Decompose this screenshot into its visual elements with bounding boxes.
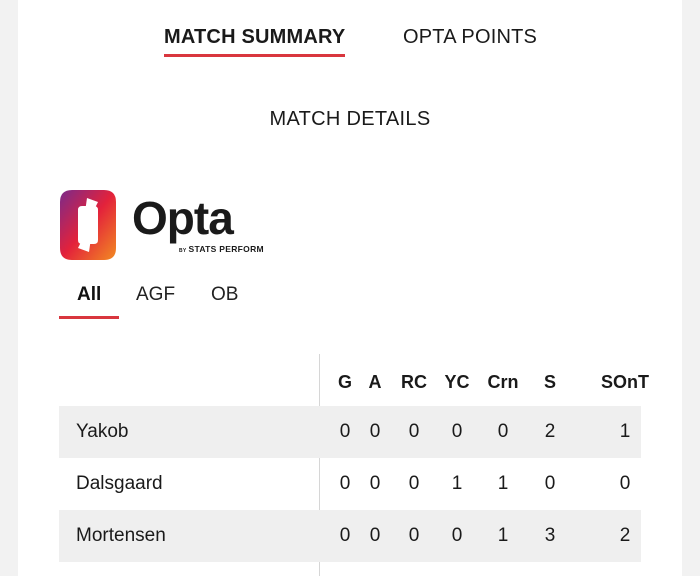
player-name: Mortensen bbox=[76, 525, 166, 546]
stat-shots: 2 bbox=[544, 421, 556, 442]
active-tab-underline bbox=[59, 316, 119, 319]
table-row: Mortensen 0 0 0 0 1 3 2 bbox=[59, 510, 641, 562]
col-header-red-cards: RC bbox=[401, 372, 427, 392]
stat-corners: 1 bbox=[497, 473, 509, 494]
team-tab-agf[interactable]: AGF bbox=[136, 284, 176, 305]
table-row: Yakob 0 0 0 0 0 2 1 bbox=[59, 406, 641, 458]
col-header-assists: A bbox=[368, 372, 382, 392]
stat-assists: 0 bbox=[369, 525, 381, 546]
opta-wordmark: Opta bbox=[132, 192, 234, 244]
player-name: Dalsgaard bbox=[76, 473, 163, 494]
tab-match-summary[interactable]: MATCH SUMMARY bbox=[164, 26, 346, 57]
col-header-shots-on-target: SOnT bbox=[601, 372, 649, 392]
opta-by: BY bbox=[179, 248, 187, 254]
stat-red-cards: 0 bbox=[408, 421, 420, 442]
col-header-yellow-cards: YC bbox=[444, 372, 470, 392]
tab-opta-points[interactable]: OPTA POINTS bbox=[403, 26, 538, 48]
stat-corners: 1 bbox=[497, 525, 509, 546]
match-details-title: MATCH DETAILS bbox=[269, 108, 431, 130]
stat-assists: 0 bbox=[369, 421, 381, 442]
col-header-corners: Crn bbox=[487, 372, 519, 392]
stat-goals: 0 bbox=[339, 421, 351, 442]
player-stats-table: G A RC YC Crn S SOnT Yakob 0 0 0 0 0 2 1… bbox=[59, 354, 649, 576]
stat-yellow-cards: 0 bbox=[451, 525, 463, 546]
player-name: Yakob bbox=[76, 421, 129, 442]
opta-mark-icon bbox=[60, 190, 116, 260]
stat-goals: 0 bbox=[339, 525, 351, 546]
opta-logo: Opta BY STATS PERFORM bbox=[58, 188, 278, 260]
match-card: MATCH SUMMARY OPTA POINTS MATCH DETAILS … bbox=[18, 0, 682, 576]
team-tab-ob[interactable]: OB bbox=[211, 284, 239, 305]
team-tab-all[interactable]: All bbox=[77, 284, 102, 305]
table-row: Dalsgaard 0 0 0 1 1 0 0 bbox=[59, 458, 641, 510]
stat-shots-on-target: 2 bbox=[619, 525, 631, 546]
column-divider bbox=[319, 354, 320, 576]
team-filter-tabs: All AGF OB bbox=[18, 284, 682, 324]
stat-shots-on-target: 0 bbox=[619, 473, 631, 494]
stats-header-row: G A RC YC Crn S SOnT bbox=[59, 354, 649, 406]
opta-byline: BY STATS PERFORM bbox=[179, 244, 264, 254]
stat-shots: 3 bbox=[544, 525, 556, 546]
stat-red-cards: 0 bbox=[408, 473, 420, 494]
col-header-shots: S bbox=[543, 372, 556, 392]
stat-yellow-cards: 0 bbox=[451, 421, 463, 442]
stat-shots-on-target: 1 bbox=[619, 421, 631, 442]
col-header-goals: G bbox=[337, 372, 352, 392]
stat-assists: 0 bbox=[369, 473, 381, 494]
stat-shots: 0 bbox=[544, 473, 556, 494]
top-tab-bar: MATCH SUMMARY OPTA POINTS bbox=[18, 26, 682, 60]
stat-yellow-cards: 1 bbox=[451, 473, 463, 494]
stat-goals: 0 bbox=[339, 473, 351, 494]
stat-corners: 0 bbox=[497, 421, 509, 442]
stat-red-cards: 0 bbox=[408, 525, 420, 546]
opta-byline-text: STATS PERFORM bbox=[188, 244, 264, 254]
